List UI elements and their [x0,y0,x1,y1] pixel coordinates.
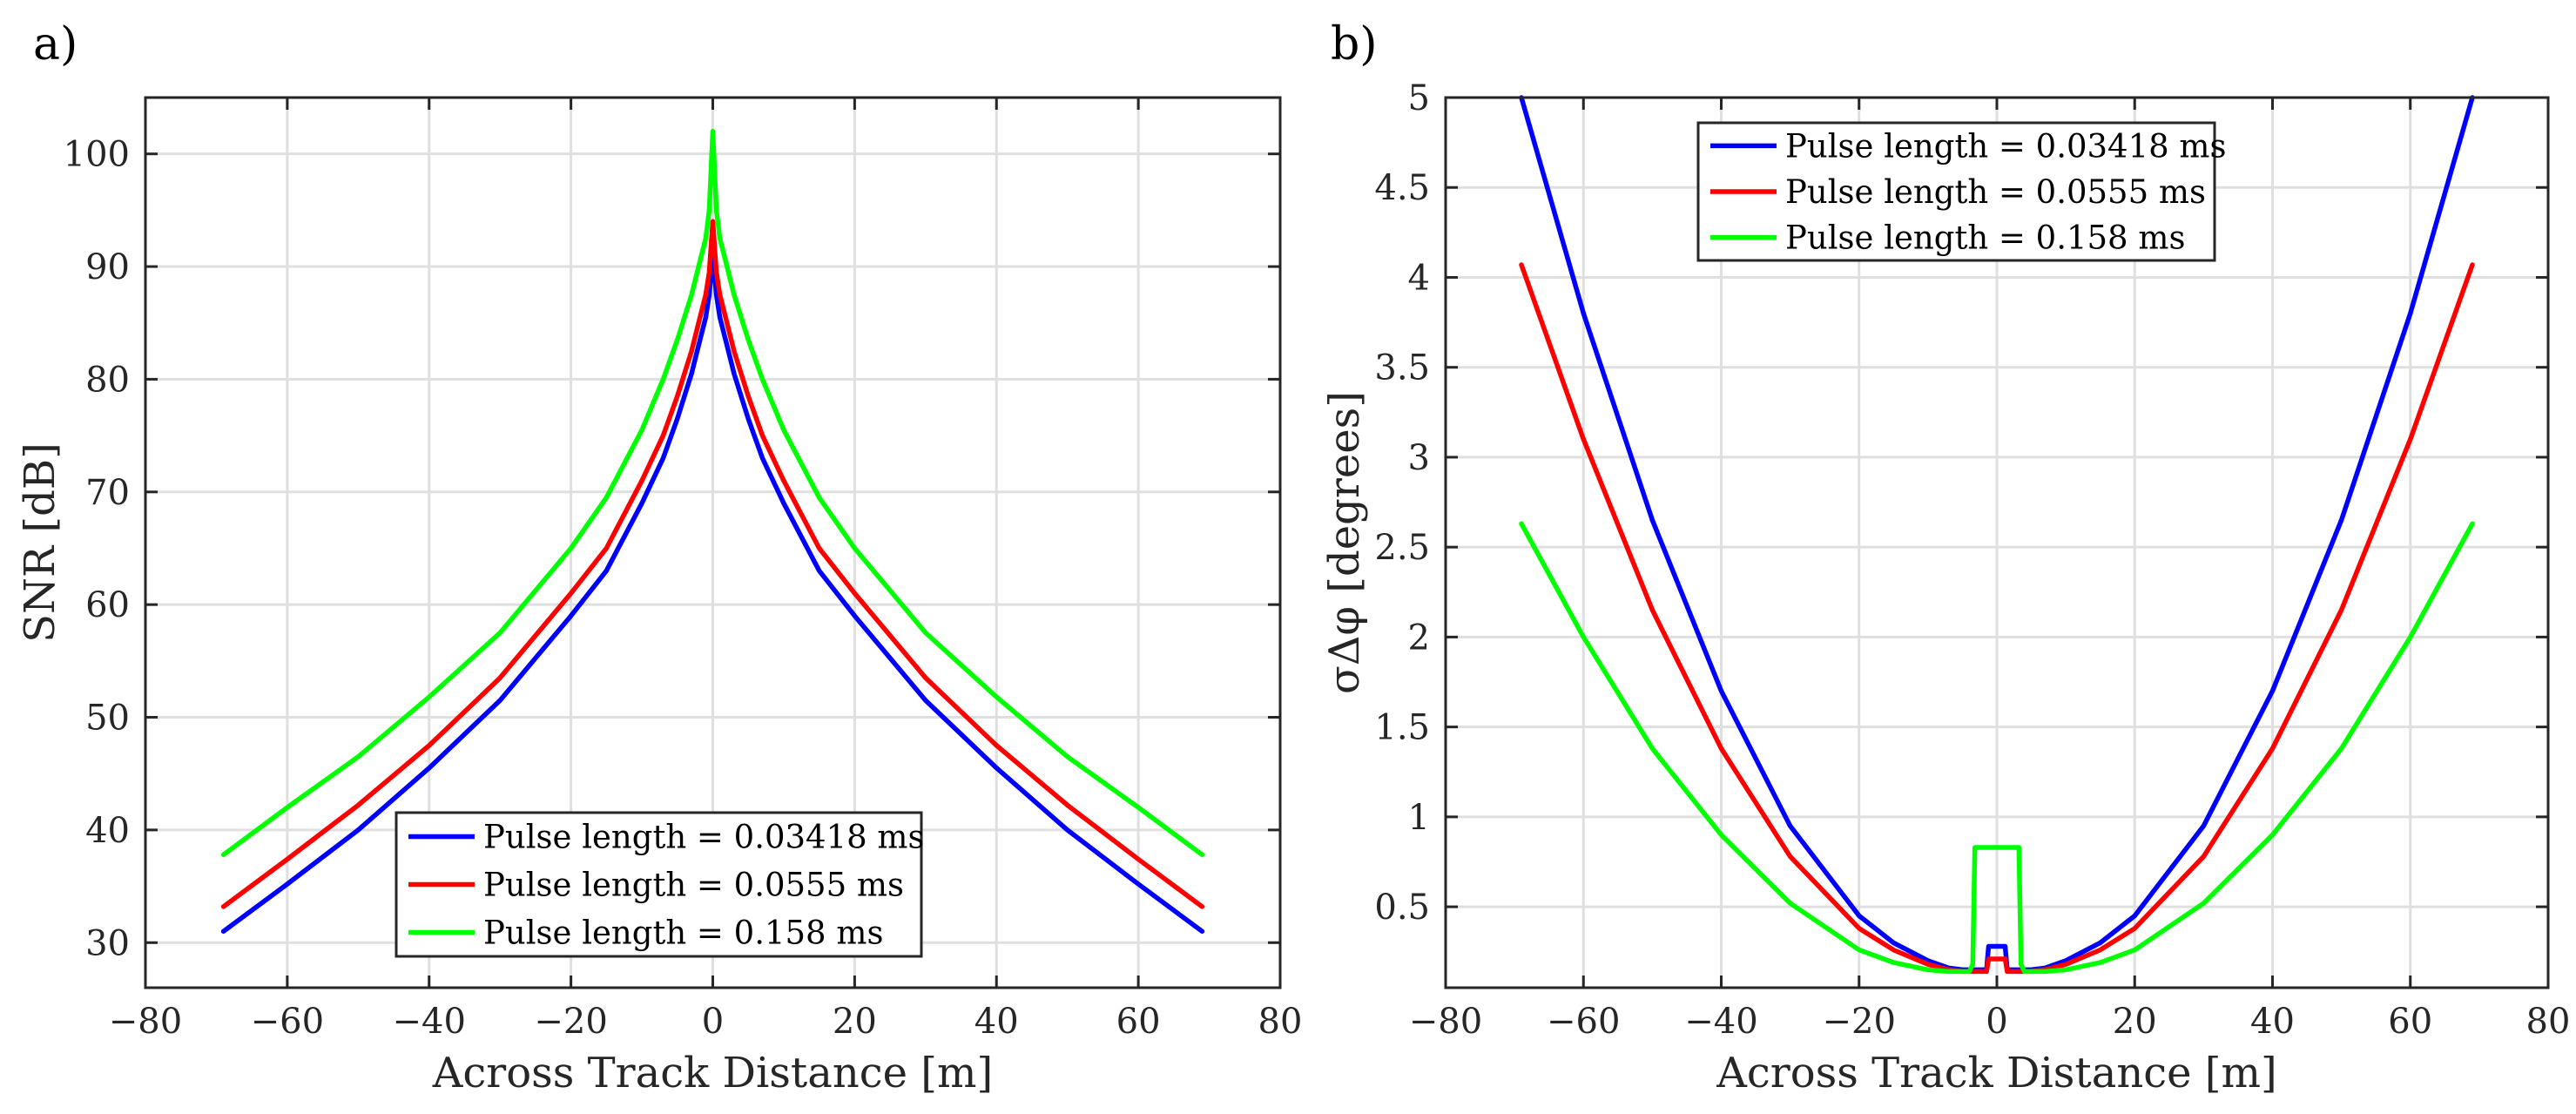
x-tick-label: 80 [2526,1002,2571,1042]
legend-entry-3: Pulse length = 0.158 ms [483,915,883,952]
x-tick-label: −60 [251,1002,324,1042]
x-tick-label: 0 [702,1002,724,1042]
x-tick-label: −60 [1547,1002,1620,1042]
y-tick-label: 90 [85,247,130,287]
y-tick-label: 1 [1408,798,1430,838]
x-tick-label: −80 [1409,1002,1482,1042]
legend: Pulse length = 0.03418 ms Pulse length = … [394,811,925,958]
series-line-3 [1519,521,2475,975]
y-axis-label: σΔφ [degrees] [1320,391,1369,694]
y-tick-label: 0.5 [1374,888,1430,928]
legend: Pulse length = 0.03418 ms Pulse length = … [1696,121,2227,262]
y-tick-label: 30 [85,923,130,963]
y-tick-label: 50 [85,699,130,739]
y-tick-label: 4.5 [1374,168,1430,208]
y-tick-label: 60 [85,585,130,625]
x-tick-label: −20 [534,1002,607,1042]
legend-entry-1: Pulse length = 0.03418 ms [1785,127,2227,165]
chart-panel-b: −80 −60 −40 −20 0 20 40 60 80 0.5 1 1.5 2 2.5 3 3.5 4 4.5… [1320,18,2570,1097]
y-tick-label: 3 [1408,438,1430,478]
x-tick-label: 40 [2250,1002,2295,1042]
x-tick-label: −40 [1684,1002,1757,1042]
y-tick-label: 80 [85,360,130,400]
legend-entry-2: Pulse length = 0.0555 ms [1785,173,2206,211]
y-tick-label: 1.5 [1374,708,1430,748]
panel-label: b) [1331,18,1378,71]
x-tick-label: 0 [1986,1002,2007,1042]
chart-panel-a: −80 −60 −40 −20 0 20 40 60 80 30 40 50 60 70 80 90 100 Ac… [16,18,1302,1097]
x-tick-label: 20 [2113,1002,2157,1042]
y-tick-label: 2.5 [1374,528,1430,568]
series-line-2 [220,219,1205,909]
x-tick-label: 60 [2388,1002,2432,1042]
x-axis-label: Across Track Distance [m] [432,1049,994,1097]
y-tick-label: 4 [1408,258,1430,298]
x-tick-label: −40 [393,1002,466,1042]
legend-box [1696,121,2216,262]
y-tick-label: 3.5 [1374,348,1430,388]
y-tick-label: 2 [1408,618,1430,658]
x-tick-label: −20 [1823,1002,1896,1042]
y-tick-label: 70 [85,473,130,513]
series-line-3 [220,129,1205,858]
legend-entry-3: Pulse length = 0.158 ms [1785,219,2185,257]
x-tick-label: 60 [1116,1002,1161,1042]
y-axis-label: SNR [dB] [16,442,64,643]
legend-box [394,811,923,958]
x-tick-label: 20 [833,1002,877,1042]
y-tick-label: 5 [1408,78,1430,118]
x-tick-label: 80 [1258,1002,1303,1042]
x-axis-label: Across Track Distance [m] [1716,1049,2277,1097]
x-tick-label: −80 [109,1002,182,1042]
legend-entry-1: Pulse length = 0.03418 ms [483,819,925,856]
legend-entry-2: Pulse length = 0.0555 ms [483,867,904,904]
panel-label: a) [33,18,78,71]
x-tick-label: 40 [974,1002,1019,1042]
y-tick-label: 100 [64,135,130,175]
series-line-2 [1519,262,2475,975]
y-tick-label: 40 [85,811,130,851]
series-line-1 [1519,95,2475,973]
